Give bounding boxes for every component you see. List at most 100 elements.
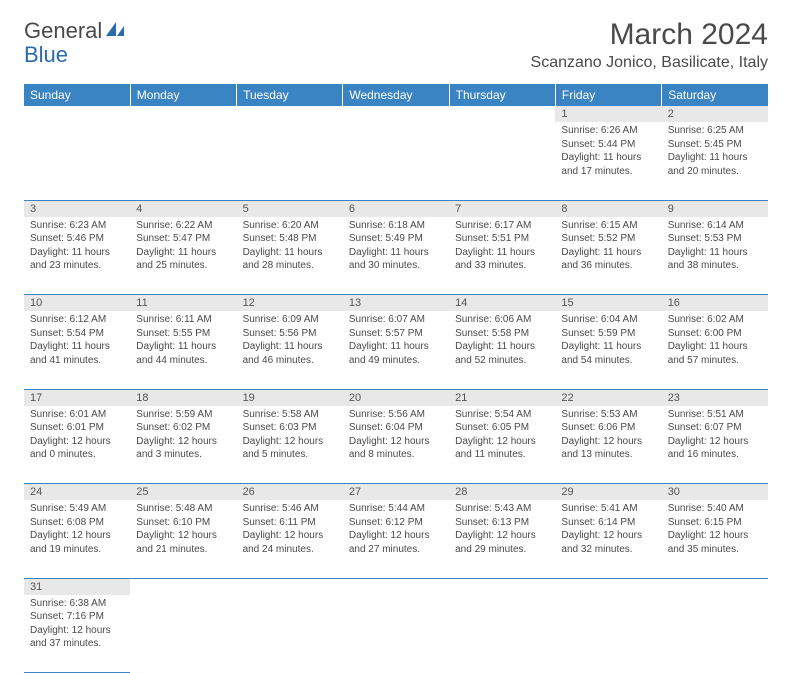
sunset-text: Sunset: 6:05 PM [455,421,549,435]
sunset-text: Sunset: 6:01 PM [30,421,124,435]
day-data: Sunrise: 6:25 AMSunset: 5:45 PMDaylight:… [662,122,768,182]
day-data: Sunrise: 5:58 AMSunset: 6:03 PMDaylight:… [237,406,343,466]
day-data-cell: Sunrise: 5:40 AMSunset: 6:15 PMDaylight:… [662,500,768,578]
weekday-header: Monday [130,84,236,106]
day-data: Sunrise: 6:04 AMSunset: 5:59 PMDaylight:… [555,311,661,371]
day-number-cell: 21 [449,389,555,406]
day-data: Sunrise: 5:59 AMSunset: 6:02 PMDaylight:… [130,406,236,466]
day-data-cell: Sunrise: 6:12 AMSunset: 5:54 PMDaylight:… [24,311,130,389]
day-data: Sunrise: 6:12 AMSunset: 5:54 PMDaylight:… [24,311,130,371]
sunrise-text: Sunrise: 5:49 AM [30,502,124,516]
day-data-cell: Sunrise: 5:56 AMSunset: 6:04 PMDaylight:… [343,406,449,484]
day-data-cell: Sunrise: 6:14 AMSunset: 5:53 PMDaylight:… [662,217,768,295]
sunrise-text: Sunrise: 6:11 AM [136,313,230,327]
day-number-cell: 28 [449,484,555,501]
day-number-cell: 1 [555,106,661,122]
day-data-cell [343,122,449,200]
logo-text-blue: Blue [24,42,68,68]
day-data-cell [555,595,661,673]
daylight-text: Daylight: 12 hours and 35 minutes. [668,529,762,556]
sunrise-text: Sunrise: 6:14 AM [668,219,762,233]
sunrise-text: Sunrise: 5:58 AM [243,408,337,422]
daylight-text: Daylight: 12 hours and 3 minutes. [136,435,230,462]
sunset-text: Sunset: 5:47 PM [136,232,230,246]
sunset-text: Sunset: 6:13 PM [455,516,549,530]
day-data-cell: Sunrise: 6:22 AMSunset: 5:47 PMDaylight:… [130,217,236,295]
sunset-text: Sunset: 6:12 PM [349,516,443,530]
title-location: Scanzano Jonico, Basilicate, Italy [531,54,768,72]
sunrise-text: Sunrise: 5:44 AM [349,502,443,516]
day-data-cell: Sunrise: 6:04 AMSunset: 5:59 PMDaylight:… [555,311,661,389]
sunrise-text: Sunrise: 6:09 AM [243,313,337,327]
day-data-cell: Sunrise: 6:07 AMSunset: 5:57 PMDaylight:… [343,311,449,389]
sunset-text: Sunset: 5:44 PM [561,138,655,152]
sunrise-text: Sunrise: 6:18 AM [349,219,443,233]
day-number-cell: 11 [130,295,236,312]
day-data-cell: Sunrise: 6:18 AMSunset: 5:49 PMDaylight:… [343,217,449,295]
day-number-cell: 2 [662,106,768,122]
day-number-cell [449,106,555,122]
day-number-cell: 10 [24,295,130,312]
daylight-text: Daylight: 12 hours and 5 minutes. [243,435,337,462]
day-data-row: Sunrise: 6:01 AMSunset: 6:01 PMDaylight:… [24,406,768,484]
weekday-header: Wednesday [343,84,449,106]
daylight-text: Daylight: 11 hours and 38 minutes. [668,246,762,273]
weekday-header: Saturday [662,84,768,106]
day-number-cell: 17 [24,389,130,406]
day-data: Sunrise: 6:20 AMSunset: 5:48 PMDaylight:… [237,217,343,277]
calendar-body: 12Sunrise: 6:26 AMSunset: 5:44 PMDayligh… [24,106,768,673]
day-number-cell: 12 [237,295,343,312]
day-data-cell: Sunrise: 6:38 AMSunset: 7:16 PMDaylight:… [24,595,130,673]
sunset-text: Sunset: 5:57 PM [349,327,443,341]
daylight-text: Daylight: 12 hours and 11 minutes. [455,435,549,462]
day-number-cell: 20 [343,389,449,406]
day-number-cell: 4 [130,200,236,217]
sunset-text: Sunset: 5:51 PM [455,232,549,246]
day-number-row: 17181920212223 [24,389,768,406]
day-data-cell: Sunrise: 5:58 AMSunset: 6:03 PMDaylight:… [237,406,343,484]
day-data-cell: Sunrise: 6:02 AMSunset: 6:00 PMDaylight:… [662,311,768,389]
weekday-header: Friday [555,84,661,106]
sunset-text: Sunset: 5:55 PM [136,327,230,341]
day-number-cell [662,578,768,595]
sunrise-text: Sunrise: 5:56 AM [349,408,443,422]
daylight-text: Daylight: 11 hours and 17 minutes. [561,151,655,178]
sunset-text: Sunset: 5:56 PM [243,327,337,341]
sunset-text: Sunset: 7:16 PM [30,610,124,624]
sunrise-text: Sunrise: 6:26 AM [561,124,655,138]
day-number-cell [130,578,236,595]
daylight-text: Daylight: 12 hours and 0 minutes. [30,435,124,462]
daylight-text: Daylight: 11 hours and 57 minutes. [668,340,762,367]
day-data: Sunrise: 6:26 AMSunset: 5:44 PMDaylight:… [555,122,661,182]
sunrise-text: Sunrise: 6:15 AM [561,219,655,233]
daylight-text: Daylight: 11 hours and 25 minutes. [136,246,230,273]
sunrise-text: Sunrise: 6:04 AM [561,313,655,327]
day-number-row: 3456789 [24,200,768,217]
day-data-cell: Sunrise: 5:49 AMSunset: 6:08 PMDaylight:… [24,500,130,578]
day-data-cell [130,122,236,200]
sunset-text: Sunset: 5:45 PM [668,138,762,152]
sunset-text: Sunset: 6:03 PM [243,421,337,435]
day-number-cell: 24 [24,484,130,501]
daylight-text: Daylight: 11 hours and 54 minutes. [561,340,655,367]
daylight-text: Daylight: 12 hours and 32 minutes. [561,529,655,556]
sunrise-text: Sunrise: 6:02 AM [668,313,762,327]
logo: General [24,18,127,44]
day-number-cell: 9 [662,200,768,217]
daylight-text: Daylight: 11 hours and 33 minutes. [455,246,549,273]
day-number-cell: 14 [449,295,555,312]
sunset-text: Sunset: 6:02 PM [136,421,230,435]
sunset-text: Sunset: 6:11 PM [243,516,337,530]
day-data: Sunrise: 6:38 AMSunset: 7:16 PMDaylight:… [24,595,130,655]
day-number-row: 12 [24,106,768,122]
sunrise-text: Sunrise: 6:17 AM [455,219,549,233]
day-number-row: 10111213141516 [24,295,768,312]
day-number-row: 31 [24,578,768,595]
day-data-cell: Sunrise: 6:23 AMSunset: 5:46 PMDaylight:… [24,217,130,295]
day-data-cell: Sunrise: 6:26 AMSunset: 5:44 PMDaylight:… [555,122,661,200]
sunrise-text: Sunrise: 6:38 AM [30,597,124,611]
sunrise-text: Sunrise: 6:06 AM [455,313,549,327]
logo-text-general: General [24,18,102,44]
day-data: Sunrise: 5:48 AMSunset: 6:10 PMDaylight:… [130,500,236,560]
day-data-cell: Sunrise: 5:48 AMSunset: 6:10 PMDaylight:… [130,500,236,578]
